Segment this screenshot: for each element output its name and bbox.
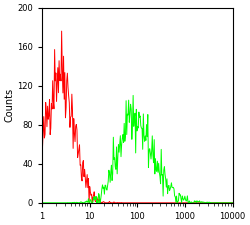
Y-axis label: Counts: Counts	[4, 88, 14, 122]
